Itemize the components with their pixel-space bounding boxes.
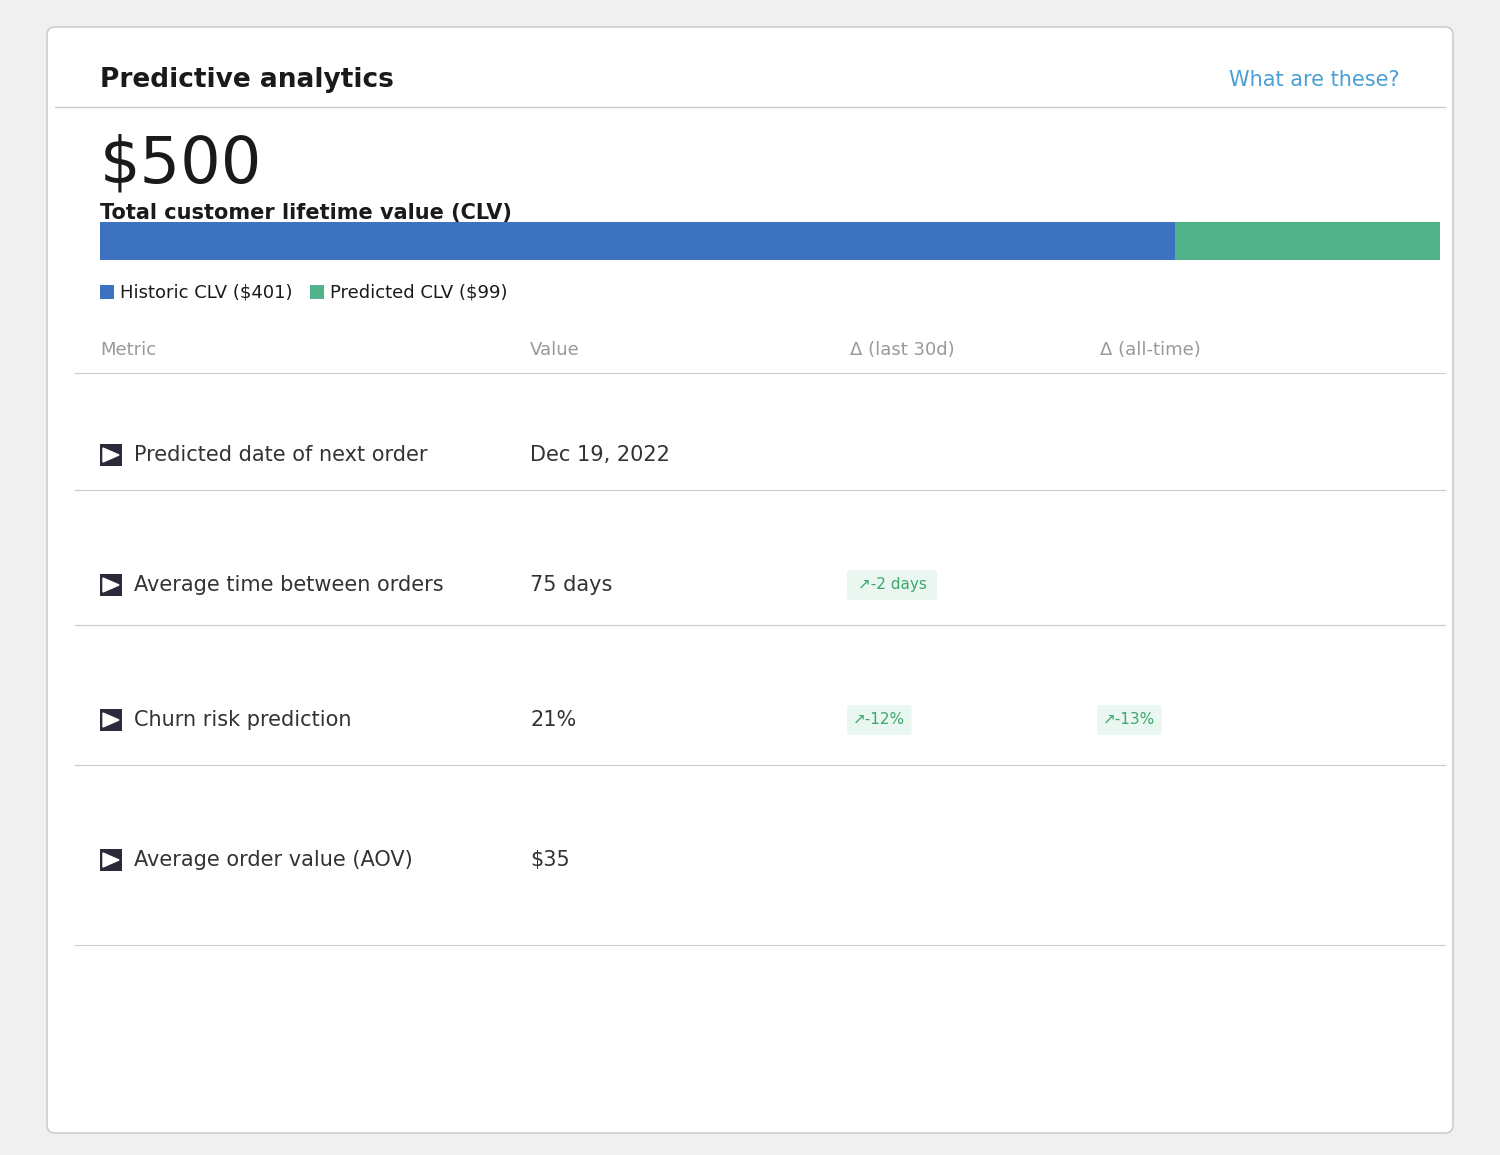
Polygon shape	[104, 854, 118, 867]
Text: Δ (last 30d): Δ (last 30d)	[850, 341, 954, 359]
Bar	[1174, 222, 1440, 260]
FancyBboxPatch shape	[100, 574, 122, 596]
FancyBboxPatch shape	[100, 849, 122, 871]
Bar	[100, 222, 1174, 260]
Text: Predicted CLV ($99): Predicted CLV ($99)	[330, 283, 507, 301]
Text: ↗-12%: ↗-12%	[853, 713, 906, 728]
Text: Δ (all-time): Δ (all-time)	[1100, 341, 1200, 359]
Text: Predicted date of next order: Predicted date of next order	[134, 445, 427, 465]
Text: $500: $500	[100, 134, 262, 196]
Text: Value: Value	[530, 341, 579, 359]
Bar	[100, 285, 114, 299]
Text: Predictive analytics: Predictive analytics	[100, 67, 394, 94]
Bar	[310, 285, 324, 299]
Polygon shape	[104, 713, 118, 726]
Text: 21%: 21%	[530, 710, 576, 730]
Polygon shape	[104, 448, 118, 462]
Text: Total customer lifetime value (CLV): Total customer lifetime value (CLV)	[100, 203, 512, 223]
Polygon shape	[104, 578, 118, 593]
Text: 75 days: 75 days	[530, 575, 612, 595]
FancyBboxPatch shape	[100, 444, 122, 465]
FancyBboxPatch shape	[847, 571, 938, 599]
Text: ↗-2 days: ↗-2 days	[858, 578, 927, 593]
Text: Churn risk prediction: Churn risk prediction	[134, 710, 351, 730]
Text: What are these?: What are these?	[1230, 70, 1400, 90]
Text: Average time between orders: Average time between orders	[134, 575, 444, 595]
Text: Dec 19, 2022: Dec 19, 2022	[530, 445, 670, 465]
Text: Historic CLV ($401): Historic CLV ($401)	[120, 283, 292, 301]
FancyBboxPatch shape	[847, 705, 912, 735]
FancyBboxPatch shape	[100, 709, 122, 731]
FancyBboxPatch shape	[46, 27, 1454, 1133]
Text: $35: $35	[530, 850, 570, 870]
Text: Average order value (AOV): Average order value (AOV)	[134, 850, 413, 870]
Text: Metric: Metric	[100, 341, 156, 359]
FancyBboxPatch shape	[1096, 705, 1161, 735]
Text: ↗-13%: ↗-13%	[1102, 713, 1155, 728]
